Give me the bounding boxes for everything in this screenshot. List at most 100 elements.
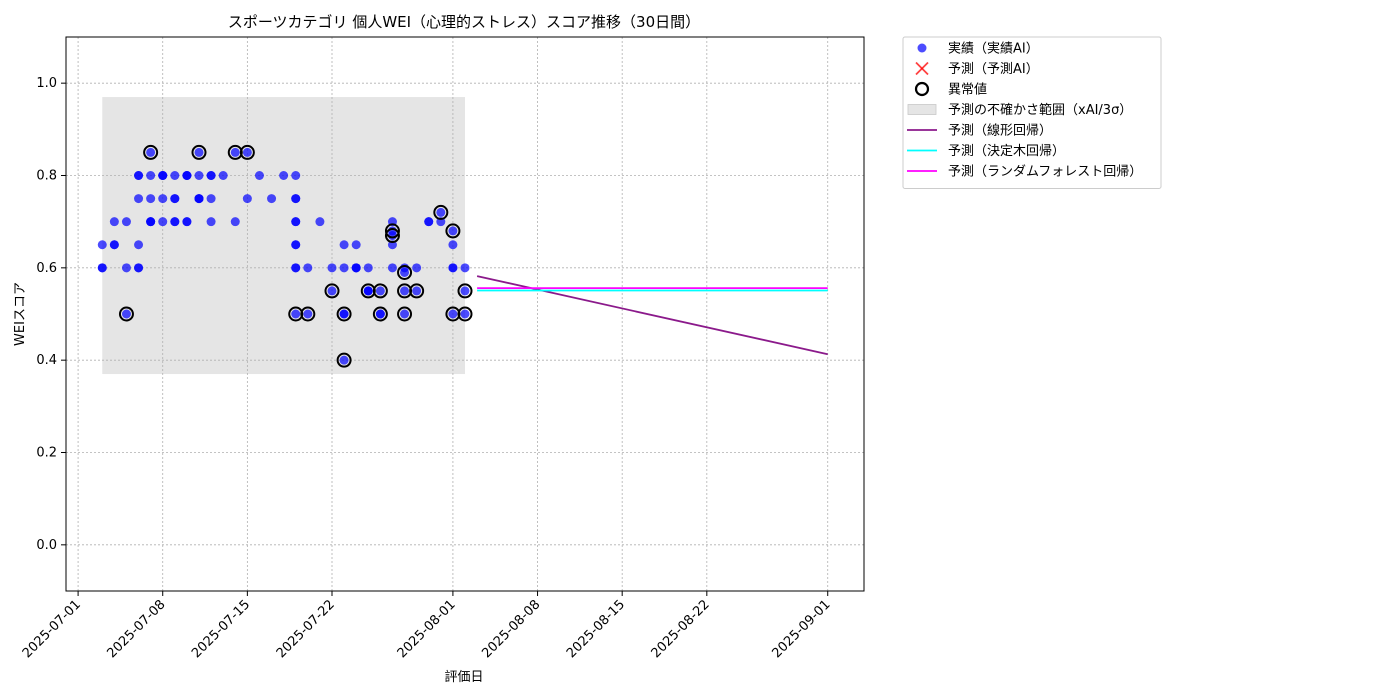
actual-point <box>158 217 168 227</box>
actual-point <box>460 286 470 296</box>
actual-point <box>194 147 204 157</box>
actual-point <box>206 217 216 227</box>
y-tick-label: 0.6 <box>36 261 57 276</box>
x-tick-label: 2025-08-22 <box>649 597 713 661</box>
anomaly-ring <box>433 204 449 220</box>
actual-point <box>134 194 144 204</box>
actual-point <box>448 263 458 273</box>
x-axis-ticks: 2025-07-01 2025-07-08 2025-07-15 2025-07-22… <box>20 591 834 661</box>
actual-point <box>121 217 131 227</box>
actual-point <box>146 217 156 227</box>
legend-label: 実績（実績AI） <box>948 41 1039 57</box>
legend-swatch-anomaly <box>914 81 930 97</box>
actual-point <box>448 226 458 236</box>
anomaly-ring <box>445 223 461 239</box>
y-tick-label: 0.0 <box>36 538 57 553</box>
forecast-line-layer <box>476 275 828 356</box>
anomaly-ring <box>143 144 159 160</box>
chart-title: スポーツカテゴリ 個人WEI（心理的ストレス）スコア推移（30日間） <box>228 13 700 31</box>
actual-point <box>291 263 301 273</box>
actual-point <box>339 240 349 250</box>
actual-point <box>170 194 180 204</box>
anomaly-ring <box>397 264 413 280</box>
actual-point <box>146 171 156 180</box>
actual-point <box>134 171 144 180</box>
actual-point <box>182 217 192 227</box>
actual-point <box>363 263 373 273</box>
anomaly-ring <box>409 283 425 299</box>
anomaly-ring <box>384 223 400 239</box>
actual-point <box>400 286 410 296</box>
uncertainty-band <box>102 97 465 375</box>
actual-point <box>400 309 410 319</box>
actual-point <box>109 240 119 250</box>
actual-point <box>327 286 337 296</box>
anomaly-ring <box>457 283 473 299</box>
anomaly-ring <box>239 144 255 160</box>
forecast-line <box>476 275 828 356</box>
actual-point <box>109 217 119 227</box>
actual-point <box>327 263 337 273</box>
legend-label: 予測（ランダムフォレスト回帰） <box>948 164 1142 180</box>
y-axis-label: WEIスコア <box>13 282 28 346</box>
actual-point <box>182 171 192 180</box>
legend-swatch-forecast-x <box>915 61 929 76</box>
actual-point <box>170 171 180 180</box>
actual-point <box>339 355 349 365</box>
actual-point <box>315 217 325 227</box>
y-tick-label: 1.0 <box>36 76 57 91</box>
actual-point <box>267 194 277 204</box>
x-tick-label: 2025-08-08 <box>479 597 543 661</box>
actual-point <box>158 171 168 180</box>
x-tick-label: 2025-07-01 <box>20 597 84 661</box>
anomaly-ring <box>300 306 316 322</box>
x-tick-label: 2025-07-08 <box>105 597 169 661</box>
actual-point <box>121 309 131 319</box>
anomaly-ring <box>457 306 473 322</box>
actual-point <box>460 263 470 273</box>
actual-point <box>206 194 216 204</box>
legend-swatch-band <box>907 104 937 115</box>
actual-point <box>387 263 397 273</box>
anomaly-ring <box>118 306 134 322</box>
actual-point <box>303 309 313 319</box>
anomaly-ring <box>372 283 388 299</box>
y-tick-label: 0.2 <box>36 446 57 461</box>
x-tick-label: 2025-07-15 <box>189 597 253 661</box>
actual-point <box>194 171 204 180</box>
legend-label: 予測の不確かさ範囲（xAI/3σ） <box>948 102 1132 118</box>
actual-point <box>375 286 385 296</box>
anomaly-rings-layer <box>118 144 473 368</box>
actual-point <box>424 217 434 227</box>
actual-point <box>97 263 107 273</box>
anomaly-ring <box>397 306 413 322</box>
actual-point <box>242 147 252 157</box>
x-tick-label: 2025-07-22 <box>274 597 338 661</box>
anomaly-ring <box>336 352 352 368</box>
x-tick-label: 2025-08-01 <box>395 597 459 661</box>
y-tick-label: 0.4 <box>36 353 57 368</box>
actual-point <box>254 171 264 180</box>
actual-point <box>158 194 168 204</box>
anomaly-ring <box>191 144 207 160</box>
actual-point <box>375 309 385 319</box>
x-tick-label: 2025-09-01 <box>770 597 834 661</box>
y-axis-ticks: 0.0 0.2 0.4 0.6 0.8 1.0 <box>36 76 66 553</box>
actual-point <box>97 240 107 250</box>
actual-point <box>351 240 361 250</box>
y-tick-label: 0.8 <box>36 169 57 184</box>
actual-point <box>146 147 156 157</box>
actual-point <box>291 217 301 227</box>
plot-frame <box>65 36 865 592</box>
anomaly-ring <box>384 228 400 244</box>
actual-point <box>412 263 422 273</box>
actual-point <box>291 309 301 319</box>
legend-label: 予測（決定木回帰） <box>948 143 1065 159</box>
actual-point <box>242 194 252 204</box>
actual-point <box>291 240 301 250</box>
x-axis-label: 評価日 <box>444 670 483 685</box>
actual-point <box>448 240 458 250</box>
uncertainty-band-layer <box>102 97 465 375</box>
actual-point <box>279 171 289 180</box>
